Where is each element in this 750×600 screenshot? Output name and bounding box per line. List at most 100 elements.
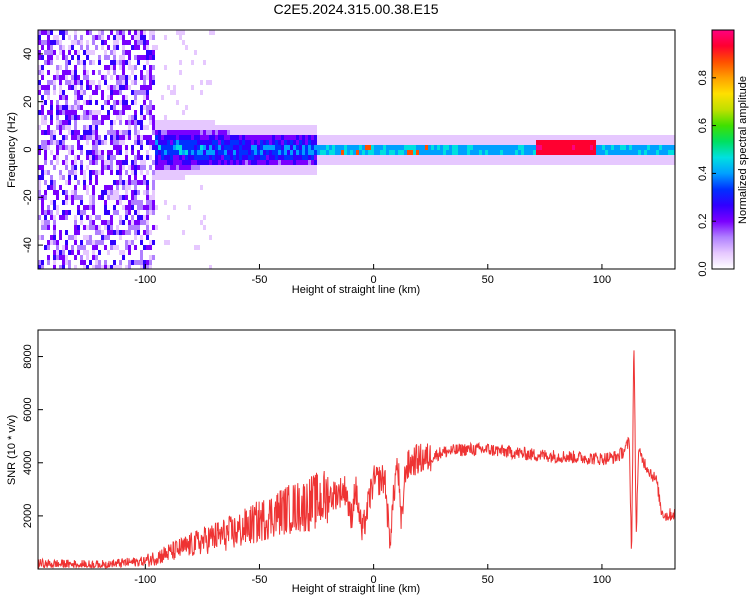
spectrogram-cell — [65, 245, 68, 250]
spectrogram-cell — [548, 140, 551, 145]
spectrogram-cell — [296, 160, 299, 165]
spectrogram-cell — [590, 150, 593, 155]
spectrogram-cell — [545, 150, 548, 155]
spectrogram-cell — [413, 140, 416, 145]
spectrogram-cell — [53, 260, 56, 265]
spectrogram-cell — [98, 155, 101, 160]
spectrogram-cell — [98, 30, 101, 35]
spectrogram-cell — [593, 140, 596, 145]
spectrogram-cell — [104, 190, 107, 195]
spectrogram-cell — [137, 60, 140, 65]
spectrogram-cell — [221, 160, 224, 165]
spectrogram-cell — [311, 145, 314, 150]
spectrogram-cell — [41, 65, 44, 70]
spectrogram-cell — [134, 130, 137, 135]
spectrogram-cell — [236, 130, 239, 135]
spectrogram-cell — [551, 145, 554, 150]
spectrogram-cell — [143, 100, 146, 105]
spectrogram-cell — [254, 150, 257, 155]
spectrogram-cell — [506, 150, 509, 155]
spectrogram-cell — [245, 155, 248, 160]
spectrogram-cell — [287, 150, 290, 155]
spectrogram-cell — [119, 220, 122, 225]
spectrogram-cell — [134, 100, 137, 105]
spectrogram-cell — [113, 100, 116, 105]
spectrogram-cell — [110, 75, 113, 80]
spectrogram-cell — [149, 240, 152, 245]
spectrogram-cell — [77, 40, 80, 45]
spectrogram-cell — [350, 160, 353, 165]
spectrogram-cell — [188, 85, 191, 90]
spectrogram-cell — [83, 115, 86, 120]
spectrogram-cell — [92, 200, 95, 205]
spectrogram-cell — [206, 155, 209, 160]
spectrogram-cell — [593, 150, 596, 155]
spectrogram-cell — [62, 110, 65, 115]
spectrogram-cell — [161, 125, 164, 130]
colorbar-tick-label: 0.2 — [697, 214, 709, 229]
spectrogram-cell — [347, 135, 350, 140]
spectrogram-cell — [104, 75, 107, 80]
spectrogram-cell — [185, 145, 188, 150]
spectrogram-cell — [98, 170, 101, 175]
spectrogram-cell — [134, 190, 137, 195]
spectrogram-cell — [566, 135, 569, 140]
spectrogram-cell — [125, 60, 128, 65]
spectrogram-cell — [575, 155, 578, 160]
spectrogram-cell — [125, 180, 128, 185]
spectrogram-cell — [428, 135, 431, 140]
spectrogram-cell — [74, 240, 77, 245]
spectrogram-cell — [422, 145, 425, 150]
spectrogram-cell — [314, 145, 317, 150]
spectrogram-cell — [524, 140, 527, 145]
spectrogram-cell — [248, 145, 251, 150]
spectrogram-cell — [59, 45, 62, 50]
spectrogram-cell — [71, 55, 74, 60]
spectrogram-cell — [620, 140, 623, 145]
spectrogram-cell — [140, 40, 143, 45]
spectrogram-cell — [44, 180, 47, 185]
spectrogram-cell — [626, 160, 629, 165]
spectrogram-cell — [392, 135, 395, 140]
spectrogram-cell — [278, 145, 281, 150]
spectrogram-cell — [656, 160, 659, 165]
spectrogram-cell — [614, 155, 617, 160]
spectrogram-cell — [566, 140, 569, 145]
spectrogram-cell — [233, 135, 236, 140]
spectrogram-cell — [671, 150, 674, 155]
spectrogram-cell — [125, 195, 128, 200]
spectrogram-cell — [260, 155, 263, 160]
spectrogram-cell — [104, 200, 107, 205]
spectrogram-cell — [41, 200, 44, 205]
spectrogram-cell — [440, 150, 443, 155]
spectrogram-cell — [110, 240, 113, 245]
spectrogram-cell — [125, 75, 128, 80]
spectrogram-cell — [59, 215, 62, 220]
spectrogram-cell — [80, 210, 83, 215]
spectrogram-cell — [56, 150, 59, 155]
spectrogram-cell — [482, 160, 485, 165]
spectrogram-cell — [131, 190, 134, 195]
spectrogram-cell — [647, 150, 650, 155]
spectrogram-cell — [74, 80, 77, 85]
spectrogram-cell — [41, 170, 44, 175]
spectrogram-cell — [569, 140, 572, 145]
spectrogram-cell — [518, 145, 521, 150]
spectrogram-cell — [401, 155, 404, 160]
spectrogram-cell — [125, 40, 128, 45]
spectrogram-cell — [218, 125, 221, 130]
spectrogram-cell — [125, 240, 128, 245]
spectrogram-cell — [179, 130, 182, 135]
spectrogram-cell — [152, 185, 155, 190]
spectrogram-cell — [83, 125, 86, 130]
spectrogram-cell — [230, 170, 233, 175]
spectrogram-cell — [143, 40, 146, 45]
spectrogram-cell — [476, 140, 479, 145]
spectrogram-cell — [53, 75, 56, 80]
spectrogram-cell — [281, 150, 284, 155]
spectrogram-cell — [212, 130, 215, 135]
spectrogram-cell — [134, 35, 137, 40]
spectrogram-cell — [332, 135, 335, 140]
spectrogram-cell — [101, 30, 104, 35]
spectrogram-cell — [50, 210, 53, 215]
